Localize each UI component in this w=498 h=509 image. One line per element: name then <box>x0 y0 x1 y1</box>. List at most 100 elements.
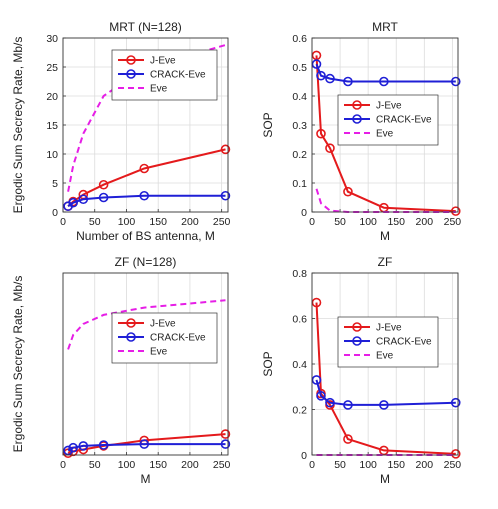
x-tick-label: 50 <box>89 216 101 228</box>
legend-swatch-marker <box>126 332 136 342</box>
series-line-crack-eve <box>315 63 456 83</box>
y-tick-label: 0 <box>301 450 307 462</box>
y-axis-label: Ergodic Sum Secrecy Rate, Mb/s <box>11 37 25 214</box>
x-tick-label: 150 <box>149 216 167 228</box>
x-tick-label: 100 <box>118 216 136 228</box>
data-point <box>325 397 335 408</box>
y-tick-label: 0 <box>52 207 58 219</box>
axes-box <box>62 272 229 456</box>
axes-box <box>62 37 229 213</box>
x-tick-label: 50 <box>334 216 346 228</box>
data-point <box>311 59 322 69</box>
x-tick-label: 0 <box>309 216 315 228</box>
legend: J-Eve CRACK-Eve Eve <box>111 312 218 364</box>
x-tick-label: 50 <box>334 459 346 471</box>
y-tick-label: 0.6 <box>292 314 307 326</box>
y-tick-label: 30 <box>46 33 58 45</box>
data-point <box>63 445 73 456</box>
legend-label: Eve <box>376 351 394 362</box>
x-axis-label: Number of BS antenna, M <box>76 229 215 243</box>
x-tick-label: 200 <box>416 459 434 471</box>
legend-label: Eve <box>150 84 168 95</box>
legend: J-Eve CRACK-Eve Eve <box>337 316 439 368</box>
x-tick-label: 50 <box>89 459 101 471</box>
chart-title: ZF (N=128) <box>115 255 177 269</box>
chart-panel-1: 0 50 100 150 200 250 0 5 10 15 20 25 30 MRT (N=128) Nu… <box>11 20 231 243</box>
series-line-crack-eve <box>315 379 456 406</box>
series-line-eve <box>67 299 226 350</box>
x-tick-label: 250 <box>444 459 462 471</box>
x-tick-label: 250 <box>213 459 231 471</box>
axes-box <box>311 272 459 456</box>
legend-swatch-marker <box>352 114 362 124</box>
data-point <box>450 206 461 216</box>
y-tick-label: 15 <box>46 120 58 132</box>
data-point <box>343 186 353 197</box>
data-point <box>343 434 353 444</box>
data-point <box>139 163 150 174</box>
y-tick-label: 0.8 <box>292 268 307 280</box>
y-tick-label: 0 <box>301 207 307 219</box>
series-line-crack-eve <box>67 443 226 452</box>
x-axis-label: M <box>380 472 390 486</box>
x-tick-label: 250 <box>213 216 231 228</box>
x-tick-label: 0 <box>60 459 66 471</box>
y-axis-label: SOP <box>261 112 275 137</box>
y-axis-label: Ergodic Sum Secrecy Rate, Mb/s <box>11 276 25 453</box>
chart-panel-2: 0 50 100 150 200 250 0 0.1 0.2 0.3 0.4 0.5 0.6 MRT M SO… <box>261 20 461 243</box>
y-tick-label: 0.1 <box>292 178 307 190</box>
data-point <box>379 76 389 87</box>
data-point <box>325 73 335 84</box>
x-tick-label: 100 <box>359 459 377 471</box>
y-axis-label: SOP <box>261 351 275 376</box>
chart-title: ZF <box>378 255 393 269</box>
data-point <box>343 400 353 410</box>
legend-label: CRACK-Eve <box>376 337 432 348</box>
data-point <box>325 143 335 153</box>
y-tick-label: 0.5 <box>292 62 307 74</box>
data-point <box>316 128 326 139</box>
x-tick-label: 100 <box>359 216 377 228</box>
x-tick-label: 200 <box>181 216 199 228</box>
x-tick-label: 200 <box>181 459 199 471</box>
data-point <box>450 397 461 408</box>
legend-swatch-marker <box>126 55 136 65</box>
data-point <box>139 190 150 201</box>
x-tick-label: 150 <box>387 459 405 471</box>
axes-box <box>311 37 459 213</box>
y-tick-label: 0.4 <box>292 91 307 103</box>
chart-title: MRT <box>372 20 398 34</box>
data-point <box>311 375 322 385</box>
data-point <box>220 439 231 449</box>
data-point <box>98 440 109 450</box>
data-point <box>450 449 461 459</box>
plot-area <box>63 273 228 455</box>
y-tick-label: 10 <box>46 149 58 161</box>
legend-label: Eve <box>376 129 394 140</box>
y-tick-label: 25 <box>46 62 58 74</box>
legend-swatch-marker <box>352 100 362 110</box>
legend-swatch-marker <box>126 69 136 79</box>
series-line-j-eve <box>315 55 456 213</box>
x-tick-label: 150 <box>149 459 167 471</box>
data-point <box>379 445 389 456</box>
series-line-crack-eve <box>67 194 226 208</box>
legend: J-Eve CRACK-Eve Eve <box>337 94 439 146</box>
data-point <box>68 442 78 453</box>
y-tick-label: 0.3 <box>292 120 307 132</box>
x-tick-label: 150 <box>387 216 405 228</box>
x-tick-label: 0 <box>60 216 66 228</box>
data-point <box>68 197 78 208</box>
legend-swatch-marker <box>352 322 362 332</box>
data-point <box>450 76 461 87</box>
chart-panel-3: 0 50 100 150 200 250 ZF (N=128) M Ergodic Sum Se… <box>11 255 231 486</box>
legend-label: CRACK-Eve <box>150 70 206 81</box>
data-point <box>63 448 73 458</box>
x-axis-label: M <box>380 229 390 243</box>
data-point <box>311 297 322 308</box>
chart-title: MRT (N=128) <box>109 20 182 34</box>
data-point <box>98 192 109 203</box>
legend-label: J-Eve <box>376 323 402 334</box>
x-tick-label: 250 <box>444 216 462 228</box>
